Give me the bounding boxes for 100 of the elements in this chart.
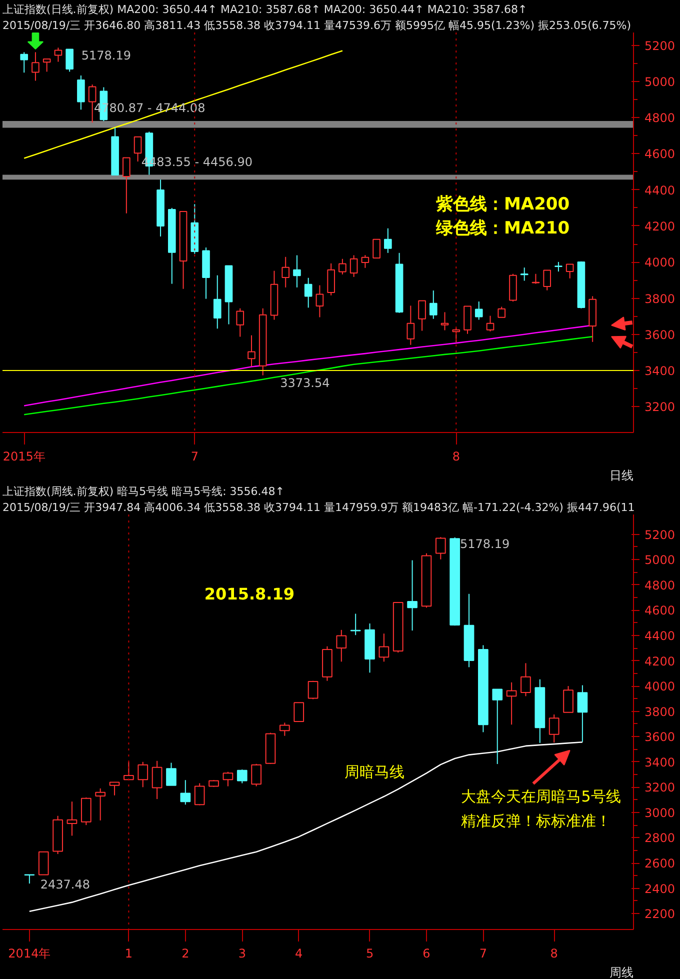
y-tick-label: 3200 <box>644 780 676 795</box>
chart-subtitle: 2015/08/19/三 开3646.80 高3811.43 低3558.38 收3794.11 量47539.6万 额5995亿 幅45.95(1.23%) 振253.05(6.75%) <box>2 19 632 32</box>
candlestick <box>95 788 106 821</box>
candlestick <box>236 308 244 338</box>
y-tick-label: 4600 <box>644 604 676 618</box>
candlestick <box>350 254 358 278</box>
x-tick-label: 5 <box>366 946 374 960</box>
annotation: 2015.8.19 <box>204 584 295 604</box>
candlestick <box>280 722 290 736</box>
candlestick <box>122 157 130 214</box>
annotation: 精准反弹！标标准准！ <box>461 812 612 830</box>
candlestick <box>520 662 531 697</box>
annotation: 5178.19 <box>460 537 510 552</box>
y-tick-label: 4400 <box>644 183 676 198</box>
candlestick <box>38 851 49 876</box>
x-tick-label: 6 <box>422 946 430 960</box>
x-tick-label: 1 <box>124 946 133 960</box>
x-tick-label: 3 <box>238 946 246 960</box>
candlestick <box>406 305 415 346</box>
candlestick <box>350 613 361 636</box>
candlestick <box>361 254 370 268</box>
annotation: 大盘今天在周暗马5号线 <box>461 788 621 806</box>
x-tick-label: 7 <box>479 946 488 960</box>
x-tick-label: 7 <box>190 450 198 464</box>
x-tick-label: 2014年 <box>8 946 51 960</box>
y-tick-label: 2400 <box>644 882 676 896</box>
candlestick <box>293 254 301 288</box>
y-tick-label: 2800 <box>644 831 676 846</box>
candlestick <box>80 797 92 826</box>
text: 周线 <box>610 966 634 979</box>
chart-title: 上证指数(周线.前复权) 暗马5号线 暗马5号线: 3556.48↑ <box>2 485 284 498</box>
candlestick <box>304 277 312 308</box>
candlestick <box>429 290 438 320</box>
candlestick <box>566 264 574 279</box>
chart-subtitle: 2015/08/19/三 开3947.84 高4006.34 低3558.38 收3794.11 量147959.9万 额19483亿 幅-171.22(-4.32%) 振447.96(11 <box>2 501 635 514</box>
line-series <box>23 50 344 159</box>
candlestick <box>194 782 205 806</box>
line-series <box>23 336 594 416</box>
candlestick <box>407 560 418 632</box>
candlestick <box>464 306 472 334</box>
y-tick-label: 4200 <box>644 654 676 668</box>
candlestick <box>435 536 446 560</box>
candlestick <box>384 228 392 254</box>
candlestick <box>134 136 142 162</box>
candlestick <box>166 762 176 786</box>
candlestick <box>316 284 324 318</box>
y-tick-label: 5000 <box>644 74 676 89</box>
chart-title: 上证指数(日线.前复权) MA200: 3650.44↑ MA210: 3587.68↑ MA200: 3650.44↑ MA210: 3587.68↑ <box>2 3 528 16</box>
y-tick-label: 2200 <box>644 907 676 922</box>
candlestick <box>474 301 483 320</box>
candlestick <box>440 312 449 331</box>
candlestick <box>124 761 134 780</box>
candlestick <box>543 270 552 291</box>
y-tick-label: 4800 <box>644 111 676 126</box>
candlestick <box>66 48 74 72</box>
candlestick <box>54 47 62 62</box>
candlestick <box>506 682 517 726</box>
y-tick-label: 5200 <box>644 528 676 542</box>
candlestick <box>548 714 560 744</box>
y-tick-label: 2600 <box>644 856 676 871</box>
y-tick-label: 4800 <box>644 578 676 592</box>
candlestick <box>236 768 248 784</box>
y-tick-label: 3200 <box>644 400 676 414</box>
candlestick <box>554 261 562 272</box>
candlestick <box>486 315 494 332</box>
candlestick <box>152 760 162 800</box>
x-tick-label: 4 <box>295 946 303 960</box>
candlestick <box>520 267 528 282</box>
y-tick-label: 4000 <box>644 256 676 270</box>
y-tick-label: 3600 <box>644 328 676 342</box>
text: 日线 <box>610 468 634 482</box>
annotation: 紫色线：MA200 <box>434 194 570 214</box>
y-tick-label: 4200 <box>644 219 676 234</box>
y-tick-label: 4000 <box>644 680 676 694</box>
candlestick <box>180 780 191 806</box>
y-tick-label: 3600 <box>644 730 676 744</box>
annotation: 绿色线：MA210 <box>434 218 570 238</box>
candlestick <box>138 761 148 788</box>
candlestick <box>248 334 256 367</box>
candlestick <box>77 75 85 110</box>
y-tick-label: 3800 <box>644 704 676 719</box>
candlestick <box>336 629 347 662</box>
candlestick <box>251 763 262 787</box>
y-tick-label: 3400 <box>644 755 676 770</box>
candlestick <box>32 52 40 82</box>
candlestick <box>372 238 380 258</box>
candlestick <box>88 84 96 124</box>
y-tick-label: 3000 <box>644 806 676 820</box>
candlestick <box>213 274 222 330</box>
candlestick <box>20 52 28 74</box>
annotation: 5178.19 <box>81 48 131 62</box>
x-tick-label: 2 <box>182 946 190 960</box>
candlestick <box>42 58 51 72</box>
y-tick-label: 3400 <box>644 364 676 378</box>
line-series <box>28 741 584 912</box>
x-tick-label: 8 <box>550 946 558 960</box>
candlestick <box>378 633 390 662</box>
y-tick-label: 3800 <box>644 292 676 306</box>
candlestick <box>327 262 335 296</box>
candlestick <box>109 782 120 796</box>
